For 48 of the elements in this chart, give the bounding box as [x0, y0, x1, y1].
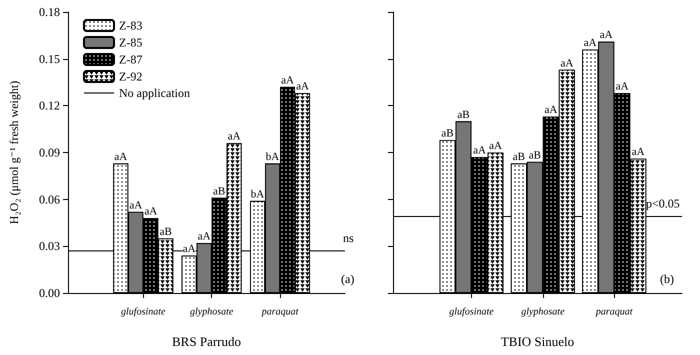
annotation: (b)	[660, 272, 674, 286]
y-tick-label: 0.15	[39, 52, 60, 66]
annotation: ns	[343, 230, 354, 245]
data-label: aA	[228, 130, 241, 143]
data-label: aA	[198, 230, 211, 243]
x-axis-title: TBIO Sinuelo	[500, 334, 574, 349]
data-label: aA	[144, 206, 158, 218]
x-tick-label: glyphosate	[521, 306, 566, 318]
x-tick-label: paraquat	[260, 306, 299, 318]
data-label: aA	[560, 57, 574, 70]
x-tick-label: glufosinate	[121, 306, 166, 318]
data-label: aA	[281, 74, 294, 86]
y-tick-label: 0.06	[39, 192, 60, 206]
data-label: aB	[441, 128, 454, 140]
data-label: aA	[129, 199, 142, 212]
x-tick-label: paraquat	[594, 306, 633, 318]
legend-label: Z-87	[119, 52, 142, 66]
legend-label: Z-92	[119, 70, 142, 84]
legend-label: No application	[119, 86, 190, 100]
data-label: aA	[616, 80, 629, 93]
data-label: aB	[213, 185, 226, 198]
y-tick-label: 0.03	[39, 239, 60, 254]
data-label: aB	[160, 226, 172, 238]
y-tick-label: 0.18	[39, 5, 60, 19]
y-tick-label: 0.00	[39, 286, 60, 300]
legend-label: Z-85	[119, 36, 142, 50]
data-label: aB	[457, 108, 470, 121]
x-tick-label: glufosinate	[449, 306, 494, 318]
data-label: aA	[296, 80, 309, 93]
annotation: (a)	[341, 272, 354, 286]
x-tick-label: glyphosate	[190, 306, 234, 318]
data-label: aA	[544, 104, 558, 116]
data-label: aA	[632, 146, 645, 158]
data-label: bA	[266, 150, 280, 163]
data-label: aA	[600, 29, 613, 42]
data-label: aA	[489, 140, 502, 152]
y-axis-title: H₂O₂ (μmol g⁻¹ fresh weight)	[7, 80, 21, 224]
data-label: aA	[114, 150, 128, 163]
data-label: aA	[182, 243, 196, 256]
data-label: aB	[528, 149, 541, 162]
y-tick-label: 0.12	[39, 98, 60, 113]
legend-label: Z-83	[119, 18, 142, 32]
data-label: aA	[473, 144, 486, 157]
data-label: aA	[584, 36, 597, 49]
data-label: aB	[512, 150, 525, 163]
x-axis-title: BRS Parrudo	[172, 334, 241, 349]
y-tick-label: 0.09	[39, 146, 60, 160]
data-label: bA	[250, 188, 264, 200]
